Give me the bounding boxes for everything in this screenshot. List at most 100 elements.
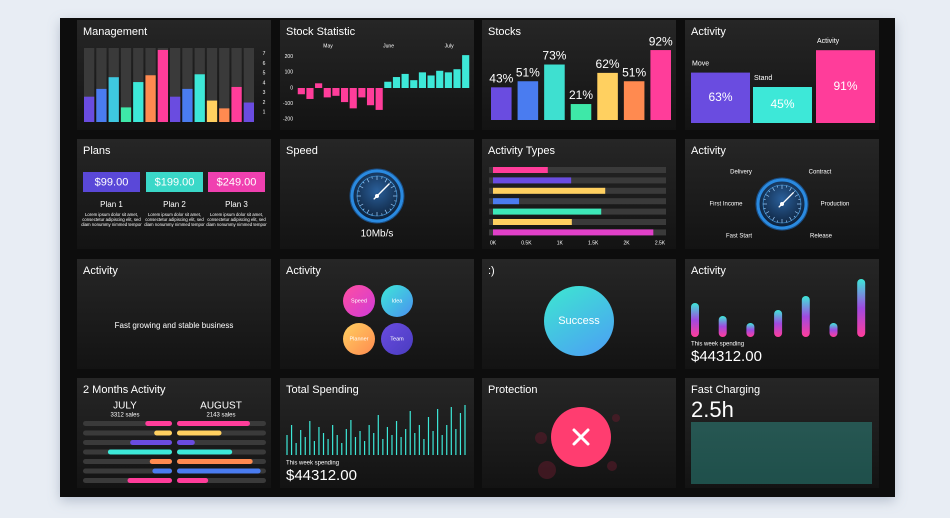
gauge-tick <box>362 181 365 184</box>
bar-track <box>219 48 230 122</box>
price-button[interactable] <box>208 172 265 192</box>
bubble <box>381 285 413 317</box>
bar <box>544 64 565 120</box>
y-tick-label: 6 <box>263 61 266 67</box>
card: Activity Move 63% Stand 45% Activity 91% <box>685 20 879 130</box>
bar <box>177 468 261 474</box>
bar <box>570 104 592 120</box>
bar <box>297 88 305 95</box>
close-icon <box>572 428 590 446</box>
card-title: Activity <box>286 265 321 277</box>
activity-block <box>691 72 750 123</box>
bar <box>829 323 838 337</box>
month-sales: 3312 sales <box>110 413 139 419</box>
gauge-tick <box>394 200 397 202</box>
x-tick-label: June <box>383 43 394 49</box>
bar-track <box>96 48 107 122</box>
bar <box>152 468 172 474</box>
bar <box>84 96 95 122</box>
gauge-tick <box>798 198 801 200</box>
bar-label: 51% <box>516 65 540 79</box>
month-name: JULY <box>113 401 137 412</box>
block-name: Stand <box>754 75 772 82</box>
plan-description: Lorem ipsum dolor sit amet, <box>85 212 138 217</box>
card-background <box>77 139 271 249</box>
bar <box>493 198 520 205</box>
bar <box>107 449 172 455</box>
card-title: Protection <box>488 384 538 396</box>
spending-amount: $44312.00 <box>286 467 357 484</box>
bar-label: 51% <box>622 65 646 79</box>
decor-circle <box>538 461 556 479</box>
gauge-label: Contract <box>809 170 832 176</box>
bar <box>366 88 375 106</box>
bar <box>154 430 172 436</box>
bar <box>801 296 810 337</box>
bar <box>453 69 461 88</box>
bar <box>177 430 222 436</box>
bar <box>177 449 233 455</box>
gauge-tick <box>794 194 799 197</box>
bar <box>149 459 172 464</box>
y-tick-label: -200 <box>283 117 293 123</box>
card: Protection <box>482 378 676 488</box>
bar <box>418 72 426 88</box>
gauge-tick <box>789 216 792 221</box>
gauge-tick <box>794 211 799 214</box>
plan-name: Plan 3 <box>225 200 248 209</box>
gauge-tick <box>390 185 395 189</box>
price-button[interactable] <box>146 172 203 192</box>
bar <box>597 72 618 120</box>
bar-track <box>84 48 95 122</box>
gauge-tick <box>765 211 770 214</box>
bar <box>120 107 132 122</box>
card: Total Spending This week spending$44312.0… <box>280 378 474 488</box>
bar-track <box>206 48 218 122</box>
card: Stock Statistic -200 -100 0 100 200 May June Jul… <box>280 20 474 130</box>
gauge-tick <box>389 208 392 211</box>
gauge-tick <box>366 178 370 183</box>
gauge-tick <box>381 176 383 179</box>
bubble <box>381 323 413 355</box>
y-tick-label: -100 <box>283 101 293 107</box>
bar <box>177 478 209 483</box>
bar <box>493 177 572 184</box>
card-title: Plans <box>83 145 111 157</box>
bar <box>170 96 181 122</box>
x-tick-label: 2K <box>624 240 631 246</box>
gauge-tick <box>384 178 388 183</box>
bar <box>341 88 349 103</box>
bar <box>177 459 253 464</box>
price-button[interactable] <box>83 172 140 192</box>
bar-track <box>83 468 172 474</box>
bar <box>306 88 314 99</box>
bubble-label: Planner <box>350 336 369 342</box>
bar <box>517 81 539 120</box>
gauge-tick <box>371 176 373 179</box>
price: $199.00 <box>155 176 195 188</box>
bar <box>177 440 195 445</box>
bar <box>133 82 144 122</box>
bar-track <box>182 48 193 122</box>
gauge-label: Fast Start <box>726 234 752 240</box>
bar <box>349 88 357 109</box>
plan-description: consectetur adipiscing elit, sed <box>207 217 266 222</box>
x-tick-label: 1.5K <box>588 240 599 246</box>
plan-name: Plan 1 <box>100 200 123 209</box>
bar <box>493 167 548 173</box>
charging-time: 2.5h <box>691 397 734 422</box>
caption: Fast growing and stable business <box>115 321 234 330</box>
card-title: Activity Types <box>488 145 556 157</box>
y-tick-label: 200 <box>285 54 294 60</box>
gauge-tick <box>389 181 392 184</box>
card-background <box>77 259 271 369</box>
plan-description: diam nonummy nimmed tempor <box>144 222 205 227</box>
plan-description: consectetur adipiscing elit, sed <box>145 217 204 222</box>
gauge-tick <box>390 203 395 207</box>
bar <box>219 108 230 122</box>
gauge-label: Release <box>810 234 833 240</box>
card-title: Activity <box>691 145 726 157</box>
